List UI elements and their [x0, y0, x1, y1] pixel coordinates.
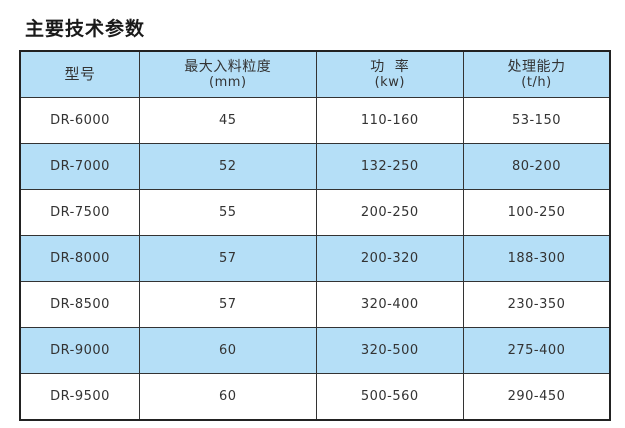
header-unit: (t/h) [521, 74, 552, 90]
table-cell: 45 [139, 97, 317, 144]
table-cell: 57 [139, 235, 317, 282]
table-row: DR-7000 52 132-250 80-200 [19, 143, 611, 190]
header-unit: (mm) [209, 74, 247, 90]
table-cell: DR-6000 [19, 97, 141, 144]
page-title: 主要技术参数 [25, 18, 146, 40]
header-unit: (kw) [374, 74, 405, 90]
table-cell: 60 [139, 327, 317, 374]
table-cell: 188-300 [462, 235, 611, 282]
table-cell: 110-160 [315, 97, 464, 144]
table-cell: 80-200 [462, 143, 611, 190]
table-row: DR-8500 57 320-400 230-350 [19, 281, 611, 328]
header-label: 最大入料粒度 [184, 58, 272, 75]
table-cell: 57 [139, 281, 317, 328]
table-cell: 320-400 [315, 281, 464, 328]
table-row: DR-9500 60 500-560 290-450 [19, 373, 611, 421]
table-row: DR-9000 60 320-500 275-400 [19, 327, 611, 374]
table-row: DR-7500 55 200-250 100-250 [19, 189, 611, 236]
header-cell: 处理能力 (t/h) [462, 50, 611, 98]
table-cell: 60 [139, 373, 317, 421]
table-cell: 200-320 [315, 235, 464, 282]
header-cell: 型号 [19, 50, 141, 98]
table-cell: 52 [139, 143, 317, 190]
spec-table: 型号 最大入料粒度 (mm) 功 率 (kw) 处理能力 (t/h) DR-6000 45 110… [19, 50, 611, 421]
header-label: 处理能力 [507, 58, 566, 75]
header-row: 型号 最大入料粒度 (mm) 功 率 (kw) 处理能力 (t/h) [19, 50, 611, 98]
table-cell: 100-250 [462, 189, 611, 236]
table-cell: 132-250 [315, 143, 464, 190]
table-cell: 230-350 [462, 281, 611, 328]
table-cell: 290-450 [462, 373, 611, 421]
header-label: 型号 [64, 64, 96, 83]
header-label: 功 率 [370, 58, 410, 75]
table-cell: DR-7000 [19, 143, 141, 190]
header-cell: 最大入料粒度 (mm) [139, 50, 317, 98]
table-cell: 200-250 [315, 189, 464, 236]
table-cell: DR-8000 [19, 235, 141, 282]
table-cell: DR-8500 [19, 281, 141, 328]
table-cell: 500-560 [315, 373, 464, 421]
table-row: DR-8000 57 200-320 188-300 [19, 235, 611, 282]
table-cell: 320-500 [315, 327, 464, 374]
table-cell: DR-9000 [19, 327, 141, 374]
table-cell: DR-9500 [19, 373, 141, 421]
table-row: DR-6000 45 110-160 53-150 [19, 97, 611, 144]
table-cell: 53-150 [462, 97, 611, 144]
header-cell: 功 率 (kw) [315, 50, 464, 98]
table-cell: 55 [139, 189, 317, 236]
table-cell: DR-7500 [19, 189, 141, 236]
table-cell: 275-400 [462, 327, 611, 374]
